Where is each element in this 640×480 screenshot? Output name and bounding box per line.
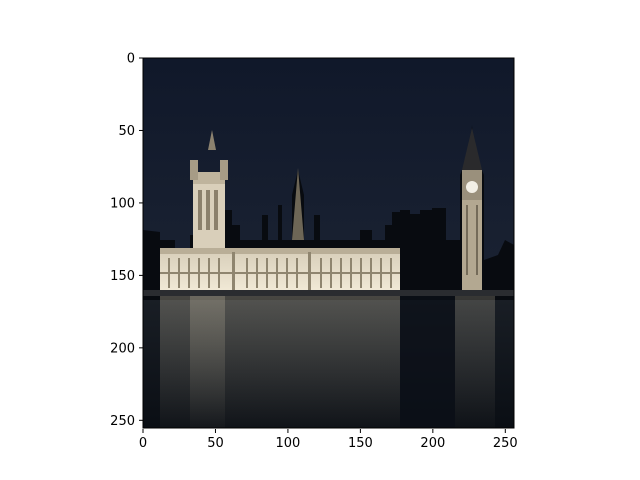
clock-face <box>466 181 478 193</box>
x-axis: 0 50 100 150 200 250 <box>139 429 518 451</box>
y-tick-label: 0 <box>127 52 135 67</box>
y-tick-label: 150 <box>110 269 135 284</box>
central-spire <box>292 168 304 240</box>
y-tick-label: 50 <box>118 124 135 139</box>
photo-image <box>143 58 514 428</box>
facade-windows <box>160 252 400 292</box>
lit-facade <box>160 248 400 294</box>
y-axis: 0 50 100 150 200 250 <box>110 52 143 429</box>
x-tick-label: 250 <box>493 436 518 451</box>
x-tick-label: 200 <box>420 436 445 451</box>
x-tick-label: 50 <box>207 436 224 451</box>
x-tick-label: 0 <box>139 436 147 451</box>
y-tick-label: 200 <box>110 341 135 356</box>
y-tick-label: 250 <box>110 414 135 429</box>
x-tick-label: 100 <box>276 436 301 451</box>
axes-frame <box>142 57 515 429</box>
y-tick-label: 100 <box>110 196 135 211</box>
x-tick-label: 150 <box>348 436 373 451</box>
embankment <box>143 290 514 296</box>
